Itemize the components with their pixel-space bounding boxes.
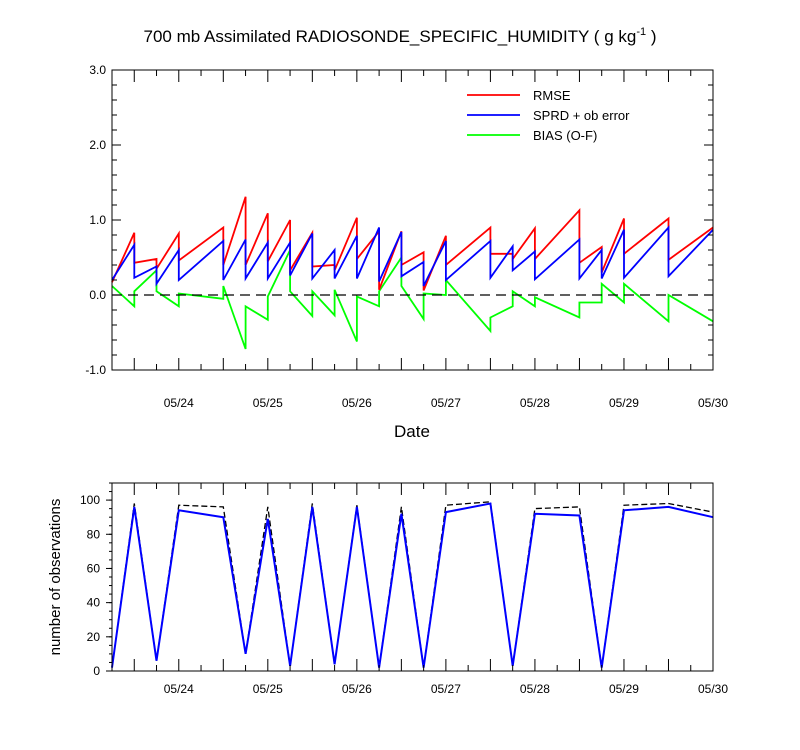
series-line-bias-o-f <box>111 249 714 350</box>
x-tick-label: 05/28 <box>520 396 550 410</box>
bottom-y-axis-label: number of observations <box>47 499 64 656</box>
y-tick-label: 2.0 <box>89 138 106 152</box>
x-tick-label: 05/29 <box>609 682 639 696</box>
x-tick-label: 05/30 <box>698 396 728 410</box>
bottom-series-group <box>111 501 714 668</box>
chart-title: 700 mb Assimilated RADIOSONDE_SPECIFIC_H… <box>144 26 657 46</box>
y-tick-label: 0 <box>93 664 100 678</box>
x-tick-label: 05/25 <box>253 682 283 696</box>
y-tick-label: 20 <box>87 630 101 644</box>
legend-label: SPRD + ob error <box>533 108 630 123</box>
legend-label: BIAS (O-F) <box>533 128 597 143</box>
series-line-rmse <box>111 196 714 291</box>
top-axes: -1.0 0.0 1.0 2.0 3.0 05/24 05/25 05/26 05/27 05/2… <box>85 63 728 410</box>
legend: RMSE SPRD + ob error BIAS (O-F) <box>467 88 630 143</box>
y-tick-label: -1.0 <box>85 363 106 377</box>
x-tick-label: 05/27 <box>431 682 461 696</box>
x-tick-label: 05/28 <box>520 682 550 696</box>
series-line-sprd-ob-error <box>111 225 714 287</box>
chart-title-main: 700 mb Assimilated RADIOSONDE_SPECIFIC_H… <box>144 27 637 46</box>
obs-line-assimilated <box>111 502 714 668</box>
x-tick-label: 05/24 <box>164 396 194 410</box>
x-tick-label: 05/24 <box>164 682 194 696</box>
x-tick-label: 05/27 <box>431 396 461 410</box>
y-tick-label: 80 <box>87 527 101 541</box>
chart-title-end: ) <box>646 27 656 46</box>
x-tick-label: 05/26 <box>342 682 372 696</box>
top-series-group <box>111 196 714 350</box>
chart-title-superscript: -1 <box>636 26 646 38</box>
y-tick-label: 100 <box>80 493 100 507</box>
x-tick-label: 05/25 <box>253 396 283 410</box>
x-tick-label: 05/30 <box>698 682 728 696</box>
y-tick-label: 3.0 <box>89 63 106 77</box>
bottom-axes: 0 20 40 60 80 100 05/24 05/25 05/26 05/27 05/28 05/… <box>80 482 728 696</box>
y-tick-label: 40 <box>87 596 101 610</box>
x-tick-label: 05/26 <box>342 396 372 410</box>
y-tick-label: 1.0 <box>89 213 106 227</box>
y-tick-label: 60 <box>87 561 101 575</box>
legend-label: RMSE <box>533 88 571 103</box>
x-tick-label: 05/29 <box>609 396 639 410</box>
x-axis-label: Date <box>394 422 430 441</box>
y-tick-label: 0.0 <box>89 288 106 302</box>
